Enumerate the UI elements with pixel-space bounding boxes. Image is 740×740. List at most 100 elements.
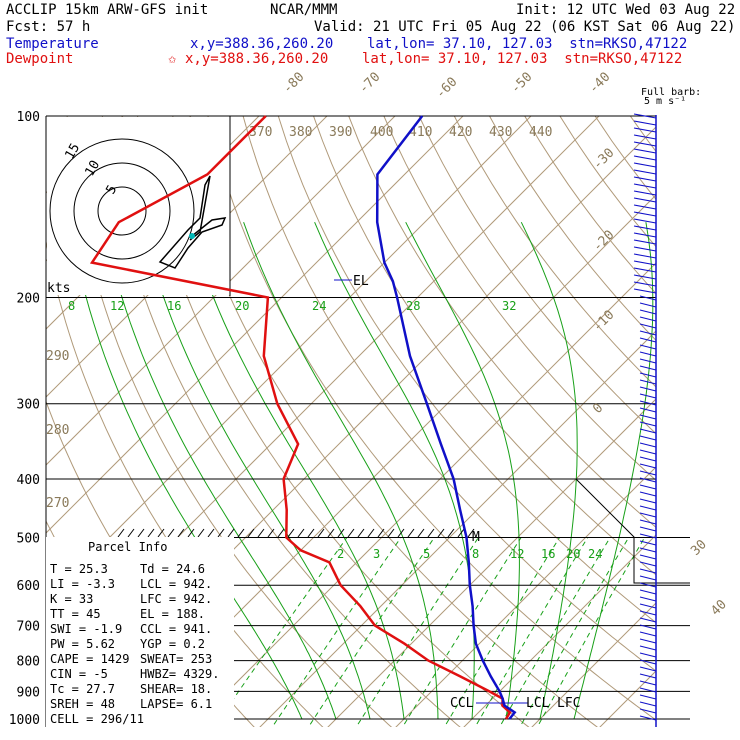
wind-barb [633, 148, 657, 154]
hatch-mark [267, 528, 275, 538]
wind-barb [639, 582, 657, 588]
wind-barb [639, 589, 657, 595]
theta-label: 390 [329, 125, 352, 140]
wind-barb [639, 540, 657, 546]
ccl-label: CCL [450, 696, 474, 711]
parcel-info-left: CIN = -5 [50, 667, 108, 681]
barb-legend-unit: 5 m s⁻¹ [644, 96, 686, 107]
isotherm-line [46, 116, 396, 466]
wind-barb [639, 421, 657, 427]
parcel-info-box: Parcel Info T = 25.3 Td = 24.6 LI = -3.3 LC… [46, 537, 234, 727]
dry-adiabat [172, 116, 598, 727]
isotherm-line [731, 116, 740, 732]
wind-barb [633, 134, 657, 140]
hatch-mark [367, 528, 375, 538]
pressure-tick-label: 600 [17, 579, 40, 594]
parcel-info-left: SWI = -1.9 [50, 622, 122, 636]
hatch-mark [437, 528, 445, 538]
valid-time: Valid: 21 UTC Fri 05 Aug 22 (06 KST Sat … [314, 19, 735, 35]
wind-barb [639, 694, 657, 700]
mixing-ratio-label: 2 [337, 547, 344, 561]
wind-barb [639, 673, 657, 679]
parcel-info-right: SHEAR= 18. [140, 682, 212, 696]
dry-adiabat [66, 116, 393, 727]
wind-barb [633, 127, 657, 133]
wind-barb [639, 533, 657, 539]
wind-barb [639, 512, 657, 518]
mixing-ratio-label: 28 [406, 299, 420, 313]
wind-barb [639, 708, 657, 714]
wind-barb [639, 687, 657, 693]
dewpoint-legend: Dewpoint [6, 51, 73, 67]
hatch-mark [147, 528, 155, 538]
isotherm-label: -20 [590, 228, 617, 255]
sounding-profiles [89, 115, 517, 720]
theta-label: 270 [46, 496, 69, 511]
mixing-ratio-line [402, 537, 522, 727]
wind-barb [633, 141, 657, 147]
temperature-legend: Temperature [6, 36, 99, 52]
wind-barb [639, 358, 657, 364]
dry-adiabat [383, 116, 656, 482]
parcel-info-left: CELL = 296/11 [50, 712, 144, 726]
hatch-mark [217, 528, 225, 538]
storm-motion-marker [189, 233, 195, 239]
wind-barb [633, 162, 657, 168]
wind-barb [639, 554, 657, 560]
wind-barb [639, 309, 657, 315]
mixing-ratio-label: 5 [423, 547, 430, 561]
moist-adiabat [520, 221, 578, 720]
wind-barb [639, 337, 657, 343]
isotherm-line [327, 398, 656, 727]
wind-barb [639, 547, 657, 553]
wind-barb [639, 477, 657, 483]
isotherm-label: -10 [590, 308, 617, 335]
theta-label: 420 [449, 125, 472, 140]
isotherm-label: 30 [688, 537, 710, 559]
moist-adiabat [186, 222, 405, 720]
hatch-mark [457, 528, 465, 538]
dry-adiabat [594, 116, 656, 201]
theta-label: 440 [529, 125, 552, 140]
wind-barb [639, 407, 657, 413]
wind-barb [639, 386, 657, 392]
wind-barb [639, 652, 657, 658]
isotherm-label: -40 [586, 70, 613, 97]
isotherm-label: 40 [708, 597, 730, 619]
theta-label: 290 [46, 349, 69, 364]
mixing-ratio-line [519, 537, 630, 727]
wind-barb [639, 491, 657, 497]
hatch-mark [307, 528, 315, 538]
mixing-ratio-line [307, 537, 435, 727]
parcel-info-title: Parcel Info [88, 540, 167, 554]
wind-barb [633, 155, 657, 161]
hatch-mark [207, 528, 215, 538]
lfc-label: LFC [557, 696, 580, 711]
hatch-mark [337, 528, 345, 538]
parcel-info-left: LI = -3.3 [50, 577, 115, 591]
isotherm-line [395, 466, 656, 727]
mixing-ratio-label: 8 [68, 299, 75, 313]
wind-barb [639, 603, 657, 609]
hatch-mark [467, 528, 475, 538]
parcel-info-right: EL = 188. [140, 607, 205, 621]
dewpoint-location: x,y=388.36,260.20 lat,lon= 37.10, 127.03… [185, 51, 682, 67]
wind-barb [639, 379, 657, 385]
wind-barb [639, 344, 657, 350]
wind-barb [639, 330, 657, 336]
dry-adiabat [736, 116, 740, 732]
dry-adiabat [524, 116, 656, 295]
pressure-tick-label: 300 [17, 398, 40, 413]
mixing-ratio-label: 12 [110, 299, 124, 313]
dry-adiabat [242, 116, 656, 672]
dry-adiabat [313, 116, 656, 576]
wind-barb [639, 505, 657, 511]
hatch-mark [317, 528, 325, 538]
dry-adiabat [348, 116, 656, 529]
hatch-mark [377, 528, 385, 538]
mixing-ratio-label: 8 [472, 547, 479, 561]
dewpoint-profile [89, 115, 512, 720]
theta-label: 280 [46, 423, 69, 438]
